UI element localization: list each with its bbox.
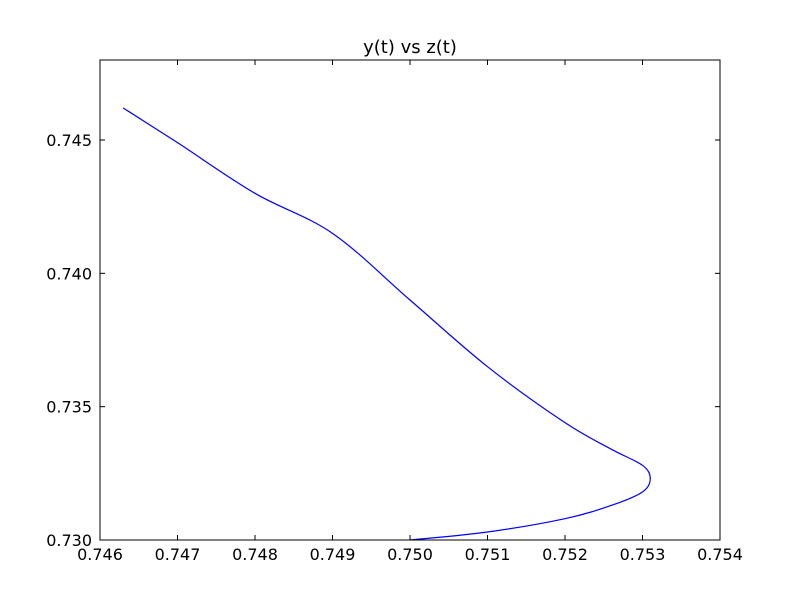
x-tick-label: 0.750: [387, 545, 433, 564]
ticks-layer: 0.746 0.747 0.748 0.749 0.750 0.751 0.752 0.753…: [46, 60, 743, 564]
y-tick-label: 0.735: [46, 398, 92, 417]
x-tick-label: 0.748: [232, 545, 278, 564]
series-line-0: [122, 107, 651, 541]
x-tick-label: 0.751: [465, 545, 511, 564]
x-tick-label: 0.753: [620, 545, 666, 564]
y-tick-label: 0.740: [46, 264, 92, 283]
x-tick-label: 0.747: [155, 545, 201, 564]
x-tick-label: 0.746: [77, 545, 123, 564]
plot-frame: [99, 59, 721, 541]
x-tick-label: 0.754: [697, 545, 743, 564]
chart-title: y(t) vs z(t): [363, 37, 457, 58]
x-tick-label: 0.749: [310, 545, 356, 564]
y-tick-label: 0.730: [46, 531, 92, 550]
series-layer: [122, 107, 651, 541]
y-tick-label: 0.745: [46, 131, 92, 150]
x-tick-label: 0.752: [542, 545, 588, 564]
